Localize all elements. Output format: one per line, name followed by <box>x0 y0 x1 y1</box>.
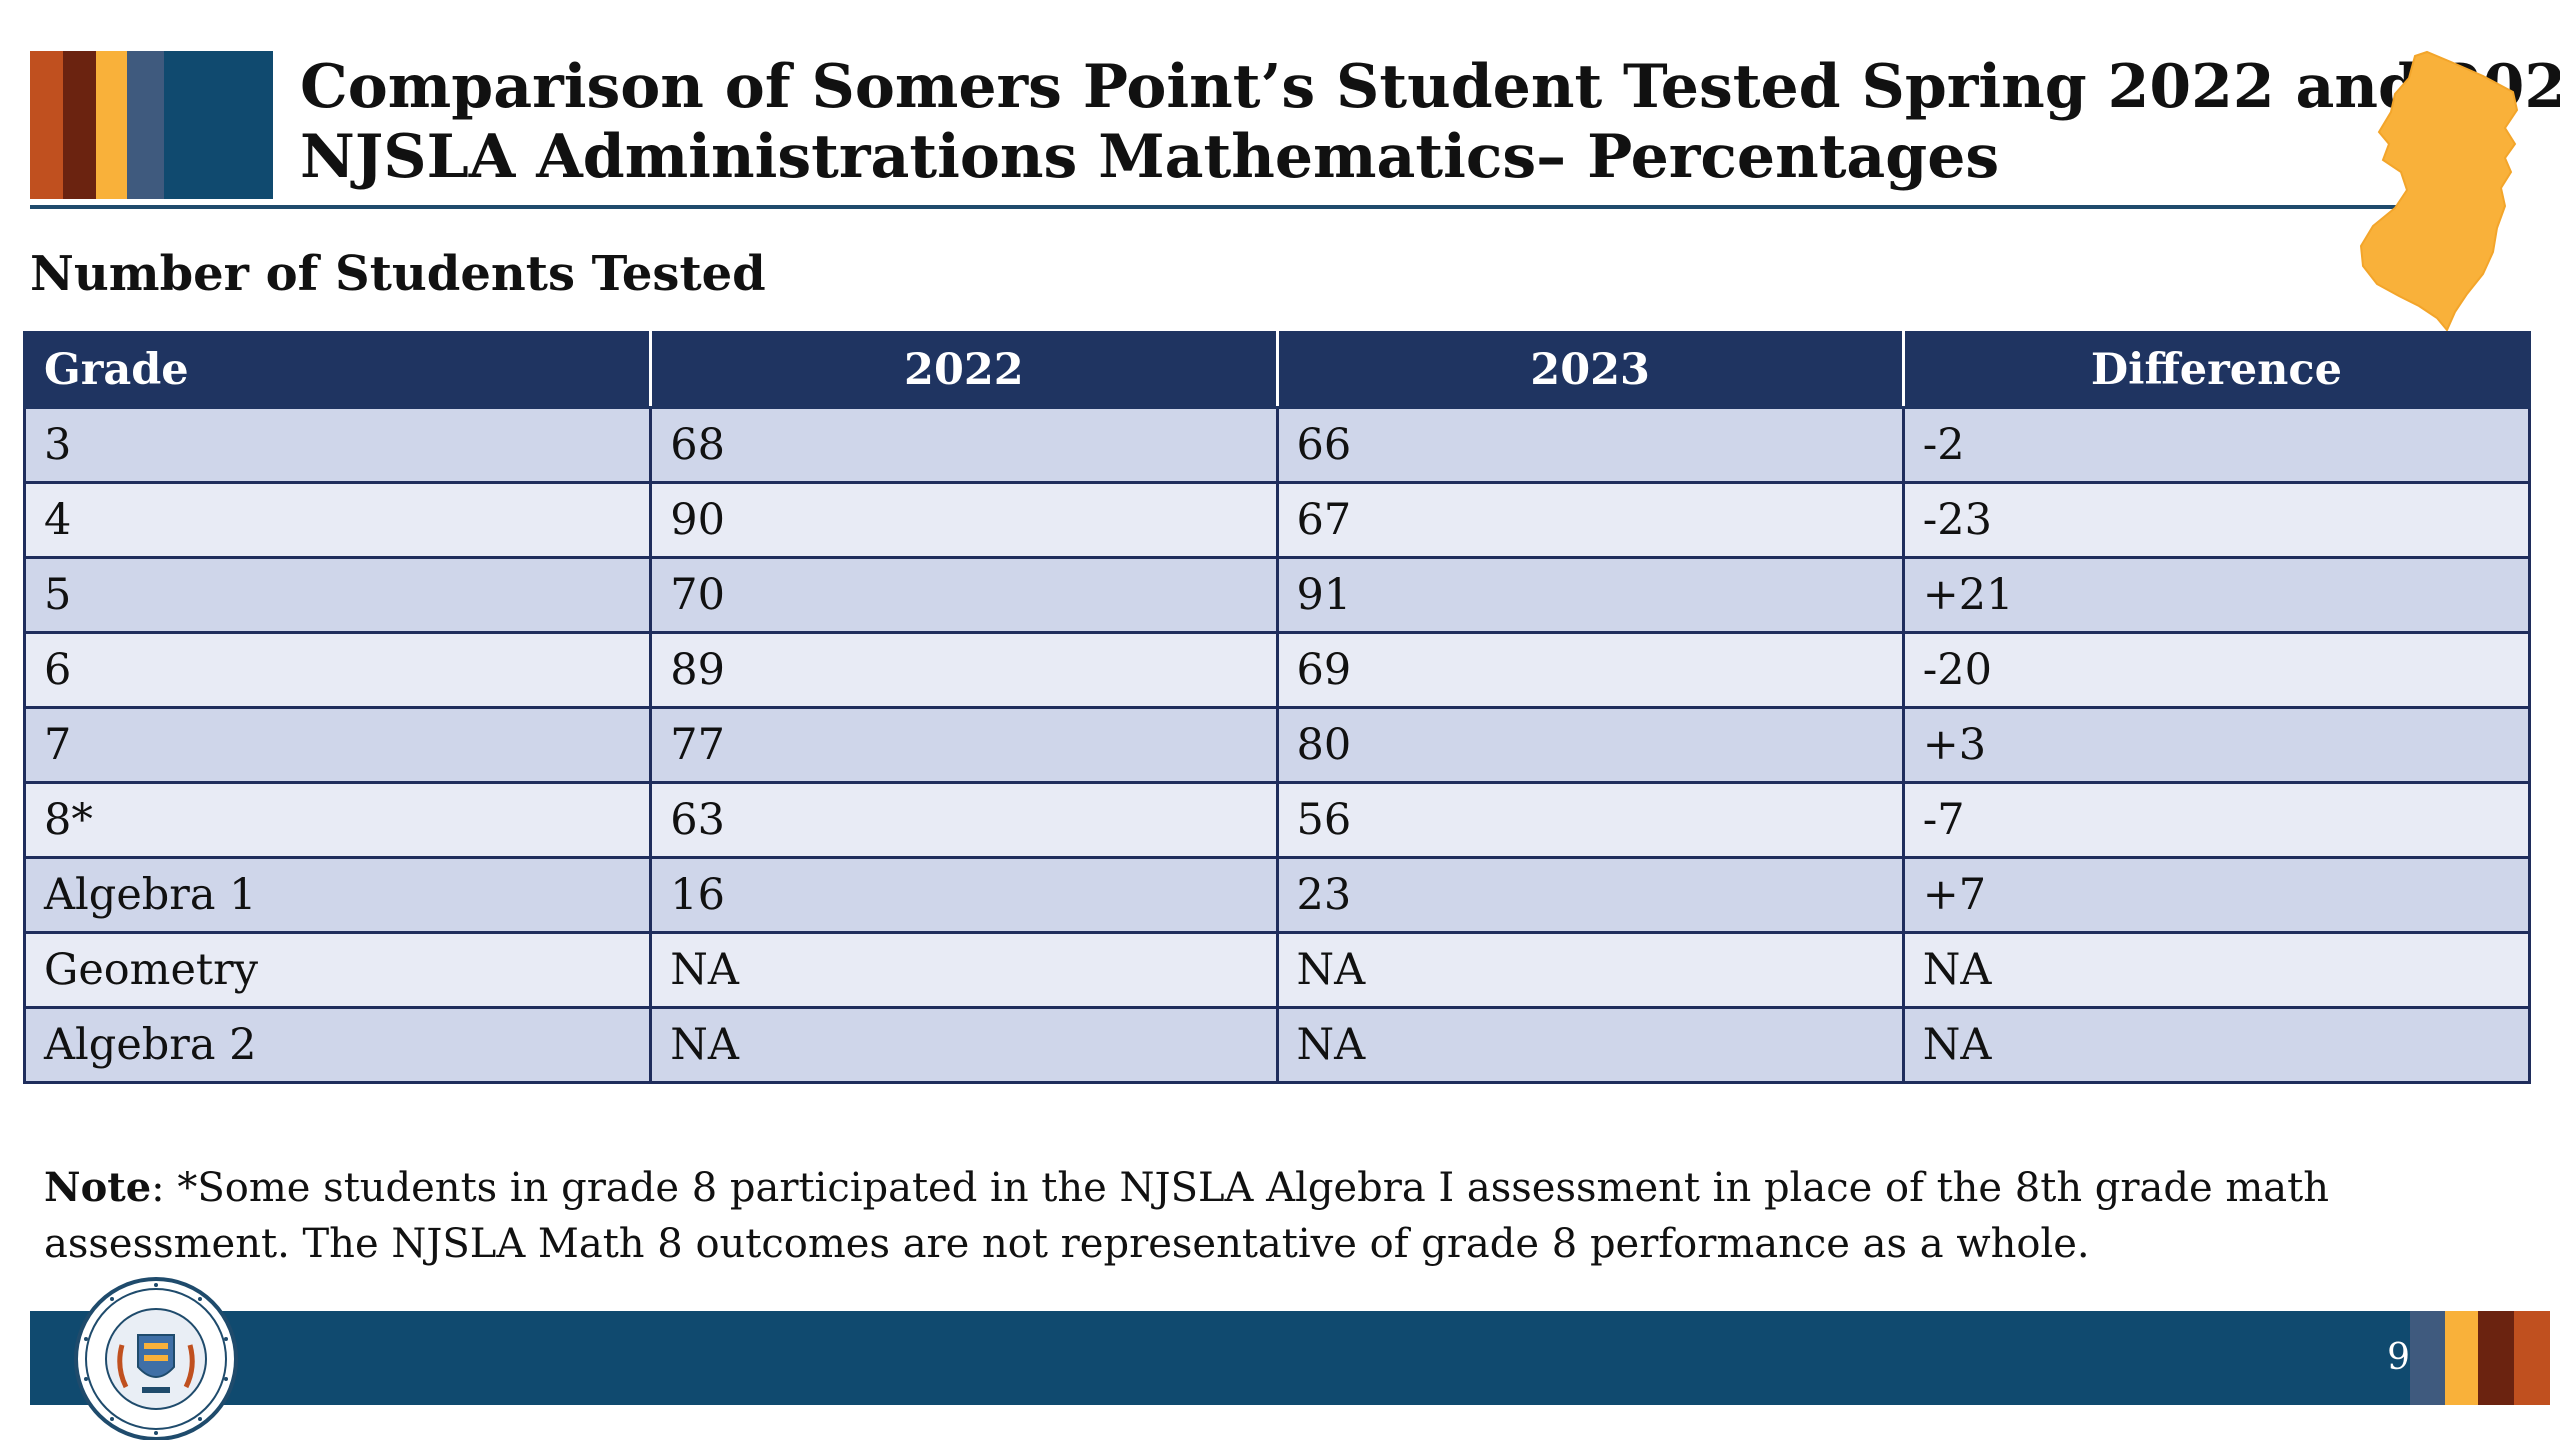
cell-2022: 16 <box>649 856 1279 934</box>
cell-difference: -7 <box>1901 781 2532 859</box>
footnote-text: : *Some students in grade 8 participated… <box>44 1165 2329 1267</box>
cell-grade: 6 <box>22 631 653 709</box>
cell-2023: 80 <box>1275 706 1905 784</box>
page-number: 9 <box>2387 1337 2410 1378</box>
cell-2022: NA <box>649 931 1279 1009</box>
cell-2022: 70 <box>649 556 1279 634</box>
new-jersey-map-icon <box>2359 50 2519 332</box>
cell-difference: +3 <box>1901 706 2532 784</box>
header-2022: 2022 <box>649 331 1279 409</box>
table-row: 4 90 67 -23 <box>22 481 2532 559</box>
cell-2022: NA <box>649 1006 1279 1084</box>
cell-2022: 77 <box>649 706 1279 784</box>
cell-grade: 5 <box>22 556 653 634</box>
nj-department-of-education-seal-icon <box>74 1277 238 1440</box>
cell-2023: 56 <box>1275 781 1905 859</box>
cell-grade: Algebra 1 <box>22 856 653 934</box>
cell-2023: NA <box>1275 1006 1905 1084</box>
cell-2022: 90 <box>649 481 1279 559</box>
students-tested-table: Grade 2022 2023 Difference 3 68 66 -2 4 … <box>22 331 2532 1084</box>
color-bar-slate <box>2410 1311 2445 1405</box>
new-jersey-shape <box>2359 50 2519 332</box>
footnote-label: Note <box>44 1164 152 1211</box>
footer-bar <box>30 1311 2410 1405</box>
header-grade: Grade <box>22 331 653 409</box>
section-subtitle: Number of Students Tested <box>30 246 766 302</box>
cell-difference: NA <box>1901 931 2532 1009</box>
cell-2023: 66 <box>1275 406 1905 484</box>
color-bar-slate <box>127 51 164 199</box>
footer-color-bars <box>2410 1311 2550 1405</box>
table-row: Geometry NA NA NA <box>22 931 2532 1009</box>
color-bar-navy <box>164 51 273 199</box>
color-bar-maroon <box>63 51 96 199</box>
cell-grade: 3 <box>22 406 653 484</box>
title-divider <box>30 205 2430 209</box>
slide-title-line-2: NJSLA Administrations Mathematics– Perce… <box>300 122 2000 192</box>
cell-difference: -20 <box>1901 631 2532 709</box>
table-header-row: Grade 2022 2023 Difference <box>22 331 2532 409</box>
cell-difference: +21 <box>1901 556 2532 634</box>
cell-2023: 67 <box>1275 481 1905 559</box>
table-row: 7 77 80 +3 <box>22 706 2532 784</box>
header-color-bars <box>30 51 273 199</box>
header-2023: 2023 <box>1275 331 1905 409</box>
header-difference: Difference <box>1901 331 2532 409</box>
color-bar-gold <box>2445 1311 2478 1405</box>
footnote: Note: *Some students in grade 8 particip… <box>44 1160 2514 1272</box>
color-bar-orange <box>30 51 63 199</box>
cell-grade: Algebra 2 <box>22 1006 653 1084</box>
color-bar-maroon <box>2478 1311 2514 1405</box>
cell-2022: 68 <box>649 406 1279 484</box>
cell-difference: -23 <box>1901 481 2532 559</box>
cell-grade: 4 <box>22 481 653 559</box>
slide-title-line-1: Comparison of Somers Point’s Student Tes… <box>300 52 2560 122</box>
cell-grade: 8* <box>22 781 653 859</box>
cell-2022: 63 <box>649 781 1279 859</box>
table-row: Algebra 1 16 23 +7 <box>22 856 2532 934</box>
cell-difference: NA <box>1901 1006 2532 1084</box>
cell-2023: 23 <box>1275 856 1905 934</box>
cell-2023: 91 <box>1275 556 1905 634</box>
slide-title: Comparison of Somers Point’s Student Tes… <box>300 52 2560 192</box>
cell-grade: Geometry <box>22 931 653 1009</box>
cell-difference: -2 <box>1901 406 2532 484</box>
color-bar-orange <box>2514 1311 2550 1405</box>
table-row: Algebra 2 NA NA NA <box>22 1006 2532 1084</box>
table-row: 6 89 69 -20 <box>22 631 2532 709</box>
table-row: 3 68 66 -2 <box>22 406 2532 484</box>
cell-grade: 7 <box>22 706 653 784</box>
cell-2022: 89 <box>649 631 1279 709</box>
color-bar-gold <box>96 51 127 199</box>
table-row: 5 70 91 +21 <box>22 556 2532 634</box>
table-row: 8* 63 56 -7 <box>22 781 2532 859</box>
cell-2023: NA <box>1275 931 1905 1009</box>
cell-2023: 69 <box>1275 631 1905 709</box>
cell-difference: +7 <box>1901 856 2532 934</box>
